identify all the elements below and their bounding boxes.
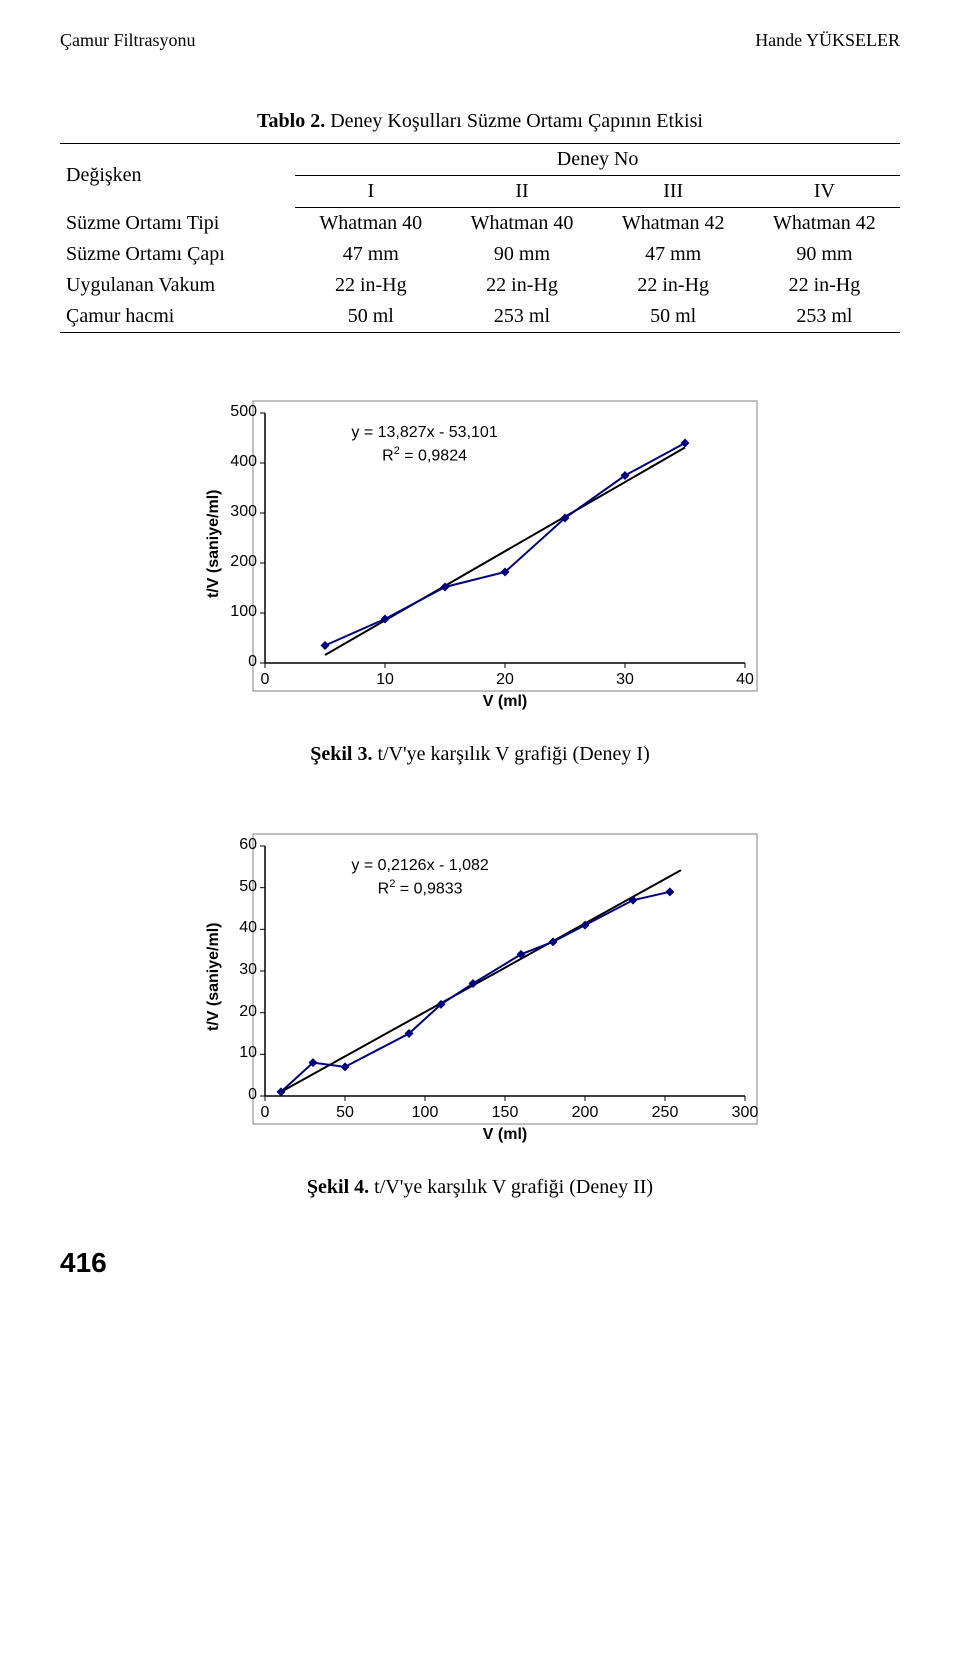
equation-box: y = 13,827x - 53,101R2 = 0,9824	[351, 423, 497, 467]
header-right: Hande YÜKSELER	[755, 30, 900, 51]
page-number: 416	[60, 1247, 107, 1279]
ytick-label: 0	[195, 653, 257, 671]
table-cell: Whatman 42	[598, 208, 749, 240]
table-caption-bold: Tablo 2.	[257, 110, 325, 132]
chart2-caption-rest: t/V'ye karşılık V grafiği (Deney II)	[369, 1176, 653, 1198]
table-cell: 22 in-Hg	[446, 270, 597, 301]
table-caption-rest: Deney Koşulları Süzme Ortamı Çapının Etk…	[325, 110, 703, 132]
table-cell: 50 ml	[598, 301, 749, 333]
equation-box: y = 0,2126x - 1,082R2 = 0,9833	[351, 856, 488, 900]
table-cell: 253 ml	[446, 301, 597, 333]
xtick-label: 0	[250, 1104, 280, 1122]
xtick-label: 20	[490, 671, 520, 689]
chart1-caption: Şekil 3. t/V'ye karşılık V grafiği (Dene…	[60, 743, 900, 766]
table-cell: 22 in-Hg	[598, 270, 749, 301]
ytick-label: 60	[195, 836, 257, 854]
ytick-label: 500	[195, 403, 257, 421]
chart2-container: t/V (saniye/ml)V (ml)0102030405060050100…	[195, 826, 765, 1156]
xtick-label: 10	[370, 671, 400, 689]
table-cell: Whatman 40	[295, 208, 446, 240]
table-cell: 253 ml	[749, 301, 900, 333]
table-cell: 22 in-Hg	[749, 270, 900, 301]
table-cell: 47 mm	[598, 239, 749, 270]
ytick-label: 400	[195, 453, 257, 471]
header-left: Çamur Filtrasyonu	[60, 30, 196, 51]
table-row-label: Süzme Ortamı Tipi	[60, 208, 295, 240]
table-cell: Whatman 40	[446, 208, 597, 240]
ytick-label: 40	[195, 919, 257, 937]
table-header-group: Deney No	[295, 144, 900, 176]
table-cell: 90 mm	[749, 239, 900, 270]
xtick-label: 200	[570, 1104, 600, 1122]
table-col-IV: IV	[749, 176, 900, 208]
xtick-label: 0	[250, 671, 280, 689]
table-col-III: III	[598, 176, 749, 208]
table-cell: 22 in-Hg	[295, 270, 446, 301]
ytick-label: 300	[195, 503, 257, 521]
chart1-container: t/V (saniye/ml)V (ml)0100200300400500010…	[195, 393, 765, 723]
table-cell: Whatman 42	[749, 208, 900, 240]
ytick-label: 20	[195, 1003, 257, 1021]
equation-line1: y = 0,2126x - 1,082	[351, 856, 488, 877]
equation-line1: y = 13,827x - 53,101	[351, 423, 497, 444]
experiment-table: Değişken Deney No I II III IV Süzme Orta…	[60, 143, 900, 333]
ytick-label: 10	[195, 1044, 257, 1062]
xtick-label: 150	[490, 1104, 520, 1122]
xtick-label: 250	[650, 1104, 680, 1122]
xtick-label: 30	[610, 671, 640, 689]
chart2-caption: Şekil 4. t/V'ye karşılık V grafiği (Dene…	[60, 1176, 900, 1199]
ytick-label: 0	[195, 1086, 257, 1104]
table-header-var: Değişken	[60, 144, 295, 208]
xtick-label: 300	[730, 1104, 760, 1122]
table-row-label: Uygulanan Vakum	[60, 270, 295, 301]
equation-line2: R2 = 0,9824	[351, 444, 497, 467]
table-cell: 50 ml	[295, 301, 446, 333]
chart2-caption-bold: Şekil 4.	[307, 1176, 369, 1198]
xtick-label: 40	[730, 671, 760, 689]
table-cell: 47 mm	[295, 239, 446, 270]
table-col-II: II	[446, 176, 597, 208]
ytick-label: 200	[195, 553, 257, 571]
chart1-caption-rest: t/V'ye karşılık V grafiği (Deney I)	[373, 743, 650, 765]
table-cell: 90 mm	[446, 239, 597, 270]
chart1-caption-bold: Şekil 3.	[310, 743, 372, 765]
xtick-label: 100	[410, 1104, 440, 1122]
table-row-label: Süzme Ortamı Çapı	[60, 239, 295, 270]
table-caption: Tablo 2. Deney Koşulları Süzme Ortamı Ça…	[60, 110, 900, 133]
ytick-label: 50	[195, 878, 257, 896]
ytick-label: 30	[195, 961, 257, 979]
xtick-label: 50	[330, 1104, 360, 1122]
equation-line2: R2 = 0,9833	[351, 877, 488, 900]
ytick-label: 100	[195, 603, 257, 621]
table-col-I: I	[295, 176, 446, 208]
table-row-label: Çamur hacmi	[60, 301, 295, 333]
